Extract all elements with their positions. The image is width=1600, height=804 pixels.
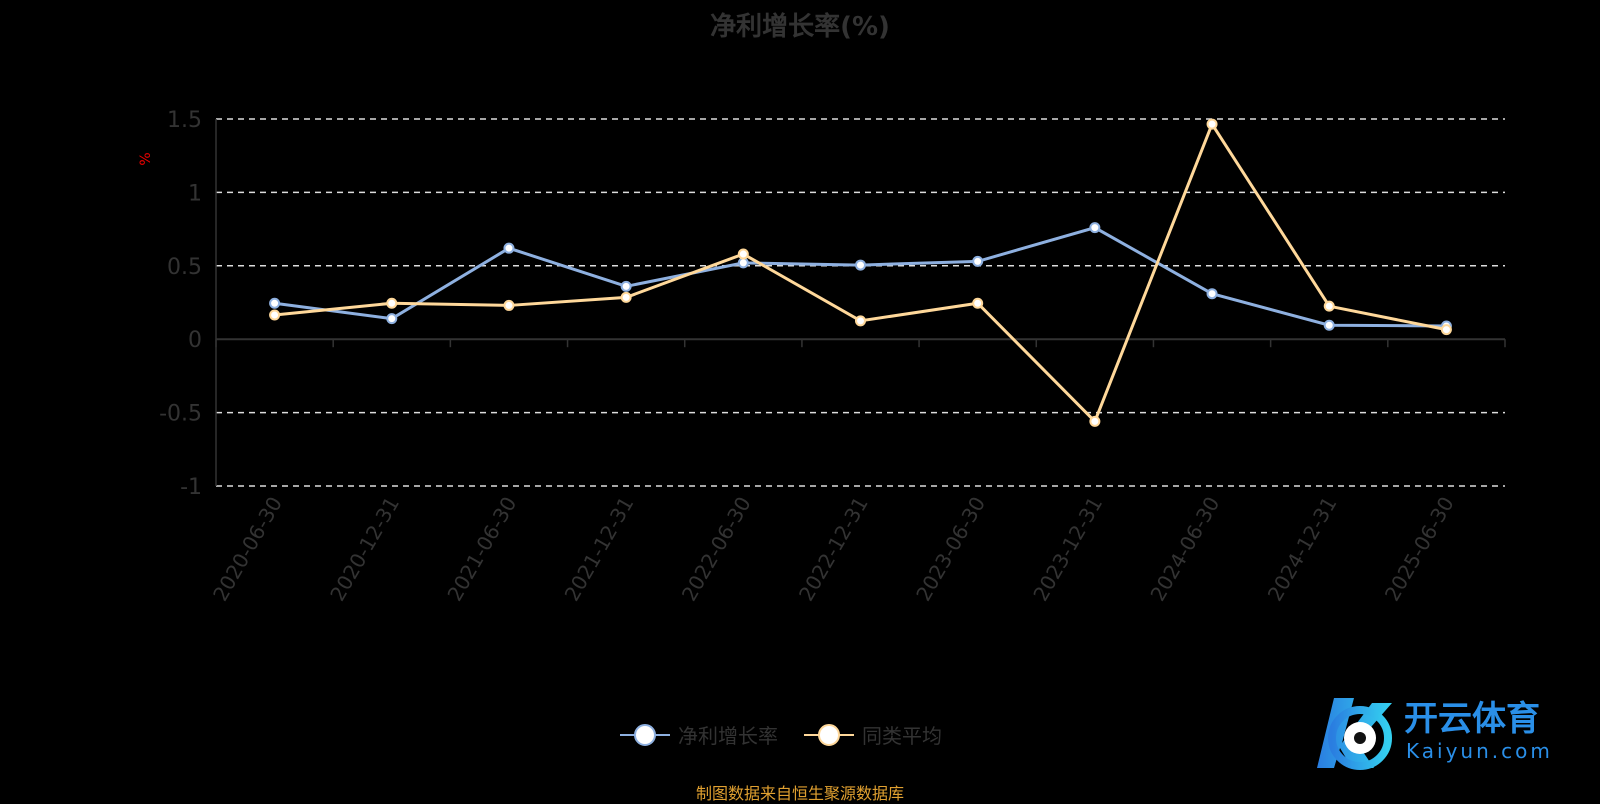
data-point-0 <box>972 255 984 267</box>
y-tick-label: 0 <box>188 328 202 353</box>
x-tick-label: 2023-06-30 <box>911 493 990 606</box>
data-point-1 <box>1206 118 1218 130</box>
data-point-0 <box>1089 222 1101 234</box>
x-tick-label: 2022-06-30 <box>677 493 756 606</box>
legend-label-1: 同类平均 <box>862 724 942 748</box>
y-tick-label: 1 <box>188 181 202 206</box>
watermark-logo: 开云体育 Kaiyun.com <box>1312 698 1572 782</box>
x-tick-label: 2021-06-30 <box>442 493 521 606</box>
data-point-1 <box>972 297 984 309</box>
data-point-0 <box>1323 319 1335 331</box>
data-point-0 <box>503 242 515 254</box>
data-point-1 <box>503 299 515 311</box>
legend-item-series-1[interactable]: 同类平均 <box>804 720 942 749</box>
y-axis-label: % <box>138 152 154 165</box>
data-point-1 <box>386 297 398 309</box>
series-line-1 <box>274 120 1447 425</box>
data-point-0 <box>620 280 632 292</box>
x-tick-label: 2024-12-31 <box>1263 493 1342 606</box>
series-line-0 <box>274 226 1447 328</box>
data-point-1 <box>620 291 632 303</box>
chart-title: 净利增长率(%) <box>710 12 890 42</box>
data-point-0 <box>855 259 866 271</box>
data-point-1 <box>737 248 749 260</box>
x-tick-label: 2020-12-31 <box>325 493 404 606</box>
data-point-0 <box>1206 288 1218 300</box>
y-tick-label: -1 <box>180 475 202 500</box>
y-tick-label: 0.5 <box>167 255 202 280</box>
svg-text:开云体育: 开云体育 <box>1404 699 1540 739</box>
data-point-1 <box>269 309 281 321</box>
x-tick-label: 2020-06-30 <box>208 493 287 606</box>
y-tick-label: 1.5 <box>167 108 202 133</box>
data-point-1 <box>1089 415 1101 427</box>
legend-item-series-0[interactable]: 净利增长率 <box>620 720 778 749</box>
x-tick-label: 2024-06-30 <box>1145 493 1224 606</box>
x-tick-label: 2025-06-30 <box>1380 493 1459 606</box>
data-point-1 <box>1323 300 1335 312</box>
legend-label-0: 净利增长率 <box>678 724 778 748</box>
data-point-1 <box>855 315 866 327</box>
legend-marker-1 <box>804 723 854 746</box>
x-tick-label: 2022-12-31 <box>794 493 873 606</box>
x-tick-label: 2023-12-31 <box>1028 493 1107 606</box>
data-point-0 <box>269 297 281 309</box>
svg-text:Kaiyun.com: Kaiyun.com <box>1406 739 1553 763</box>
x-tick-label: 2021-12-31 <box>560 493 639 606</box>
data-point-0 <box>737 257 749 269</box>
y-tick-label: -0.5 <box>159 402 202 427</box>
legend-marker-0 <box>620 723 670 746</box>
legend: 净利增长率 同类平均 <box>620 720 942 749</box>
data-point-0 <box>386 313 398 325</box>
source-note: 制图数据来自恒生聚源数据库 <box>695 784 904 803</box>
data-point-1 <box>1440 324 1452 336</box>
